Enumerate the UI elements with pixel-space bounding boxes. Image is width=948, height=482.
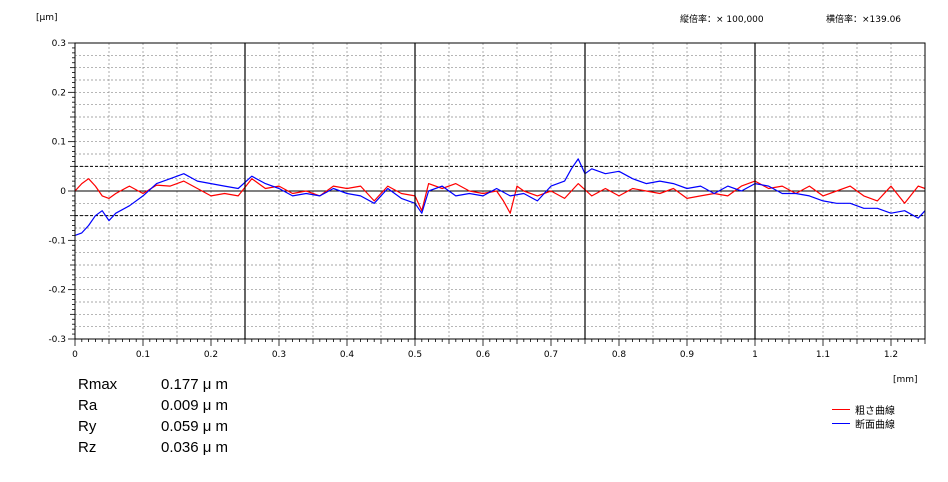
legend-item-profile: 断面曲線: [832, 416, 895, 431]
x-axis-unit: [mm]: [893, 375, 918, 385]
legend-swatch: [832, 408, 850, 410]
y-axis-unit: [μm]: [36, 13, 58, 23]
stat-name: Rmax: [78, 376, 118, 393]
x-tick-label: 0.4: [340, 350, 355, 360]
x-tick-label: 1.2: [884, 350, 898, 360]
stat-name: Ry: [78, 418, 97, 435]
y-tick-label: 0.1: [52, 138, 66, 148]
horizontal-magnification: 横倍率：×139.06: [826, 15, 902, 25]
stat-value: 0.036 μ m: [161, 439, 229, 456]
vertical-magnification: 縦倍率：× 100,000: [680, 15, 764, 25]
x-tick-label: 0.8: [612, 350, 627, 360]
y-tick-label: 0.2: [52, 88, 66, 98]
stat-value: 0.059 μ m: [161, 418, 229, 435]
x-tick-label: 0.9: [680, 350, 695, 360]
chart-legend: 粗さ曲線 断面曲線: [832, 402, 895, 431]
stat-value: 0.009 μ m: [161, 397, 229, 414]
y-axis-ticks: 0.3 0.2 0.1 0 -0.1 -0.2 -0.3: [48, 39, 75, 345]
x-axis-ticks: 0 0.1 0.2 0.3 0.4 0.5 0.6 0.7 0.8 0.9 1 1.1 1.2: [72, 339, 926, 360]
y-tick-label: 0.3: [52, 39, 66, 49]
x-tick-label: 0.7: [544, 350, 558, 360]
x-tick-label: 0.2: [204, 350, 218, 360]
roughness-stats: Rmax 0.177 μ m Ra 0.009 μ m Ry 0.059 μ m…: [78, 374, 228, 458]
x-tick-label: 0.5: [408, 350, 422, 360]
stat-value: 0.177 μ m: [161, 376, 229, 393]
legend-item-roughness: 粗さ曲線: [832, 402, 895, 417]
stat-name: Ra: [78, 397, 98, 414]
series-line-profile: [74, 158, 926, 236]
y-tick-label: -0.2: [48, 286, 66, 296]
x-tick-label: 0.6: [476, 350, 491, 360]
y-tick-label: -0.1: [48, 236, 66, 246]
y-tick-label: 0: [60, 187, 66, 197]
legend-label: 断面曲線: [855, 419, 895, 431]
x-tick-label: 0: [72, 350, 78, 360]
x-tick-label: 0.3: [272, 350, 286, 360]
x-tick-label: 0.1: [136, 350, 150, 360]
chart-series: [74, 158, 926, 236]
major-vertical-lines: [244, 43, 756, 339]
x-tick-label: 1.1: [816, 350, 830, 360]
legend-swatch: [832, 422, 850, 424]
x-tick-label: 1: [752, 350, 758, 360]
stat-name: Rz: [78, 439, 97, 456]
legend-label: 粗さ曲線: [855, 405, 895, 417]
stat-row-ry: Ry 0.059 μ m: [78, 416, 228, 437]
series-line-roughness: [74, 178, 926, 214]
stat-row-ra: Ra 0.009 μ m: [78, 395, 228, 416]
stat-row-rmax: Rmax 0.177 μ m: [78, 374, 228, 395]
stat-row-rz: Rz 0.036 μ m: [78, 437, 228, 458]
y-tick-label: -0.3: [48, 335, 66, 345]
